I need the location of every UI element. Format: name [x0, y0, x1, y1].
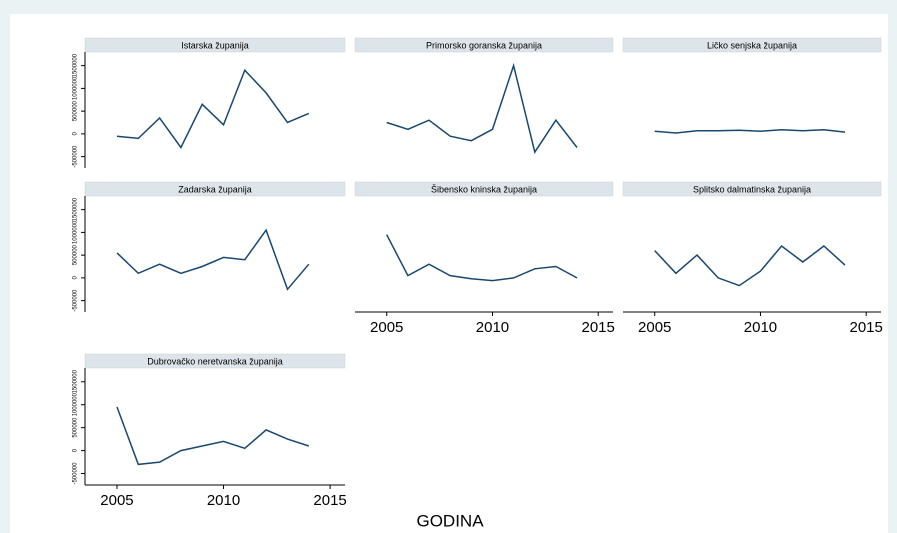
y-tick-label: 500000	[73, 100, 79, 121]
y-tick-label: 0	[73, 132, 79, 136]
panel-title: Šibensko kninska županija	[431, 184, 537, 194]
data-line	[116, 228, 310, 291]
plot-region	[10, 14, 888, 533]
y-tick-label: 1500000	[73, 369, 79, 393]
x-tick-label: 2015	[582, 319, 615, 336]
panel-title-bar	[84, 37, 346, 53]
y-tick-label: 500000	[73, 417, 79, 438]
data-line	[116, 406, 310, 466]
x-tick-label: 2005	[100, 492, 133, 509]
panel-title: Dubrovačko neretvanska županija	[147, 356, 283, 366]
data-line	[386, 234, 578, 282]
y-tick-label: 0	[73, 276, 79, 280]
panel-title-bar	[354, 181, 614, 197]
y-tick-label: 1000000	[73, 76, 79, 100]
y-tick-label: -500000	[73, 462, 79, 485]
x-tick-label: 2010	[476, 319, 509, 336]
x-axis-label: GODINA	[416, 511, 484, 530]
x-tick-label: 2015	[850, 319, 883, 336]
data-line	[654, 244, 846, 287]
y-tick-label: 1000000	[73, 220, 79, 244]
panel-title-bar	[622, 181, 882, 197]
panel-title: Primorsko goranska županija	[426, 40, 542, 50]
panel-title-bar	[622, 37, 882, 53]
x-tick-label: 2015	[313, 492, 346, 509]
panel-title-bar	[354, 37, 614, 53]
panel-title: Istarska županija	[181, 40, 249, 50]
panel-title: Zadarska županija	[178, 184, 252, 194]
panel-title-bar	[84, 353, 346, 369]
y-tick-label: 1000000	[73, 392, 79, 416]
panel-title: Splitsko dalmatinska županija	[693, 184, 811, 194]
x-tick-label: 2010	[744, 319, 777, 336]
y-tick-label: 500000	[73, 244, 79, 265]
data-line	[654, 129, 846, 134]
x-tick-label: 2005	[370, 319, 403, 336]
y-tick-label: 1500000	[73, 197, 79, 221]
y-tick-label: 0	[73, 448, 79, 452]
x-tick-label: 2010	[207, 492, 240, 509]
data-line	[116, 68, 310, 149]
x-tick-label: 2005	[638, 319, 671, 336]
data-line	[386, 62, 578, 154]
y-tick-label: -500000	[73, 145, 79, 168]
y-tick-label: -500000	[73, 289, 79, 312]
y-tick-label: 1500000	[73, 53, 79, 77]
panel-title: Ličko senjska županija	[707, 40, 797, 50]
panel-title-bar	[84, 181, 346, 197]
